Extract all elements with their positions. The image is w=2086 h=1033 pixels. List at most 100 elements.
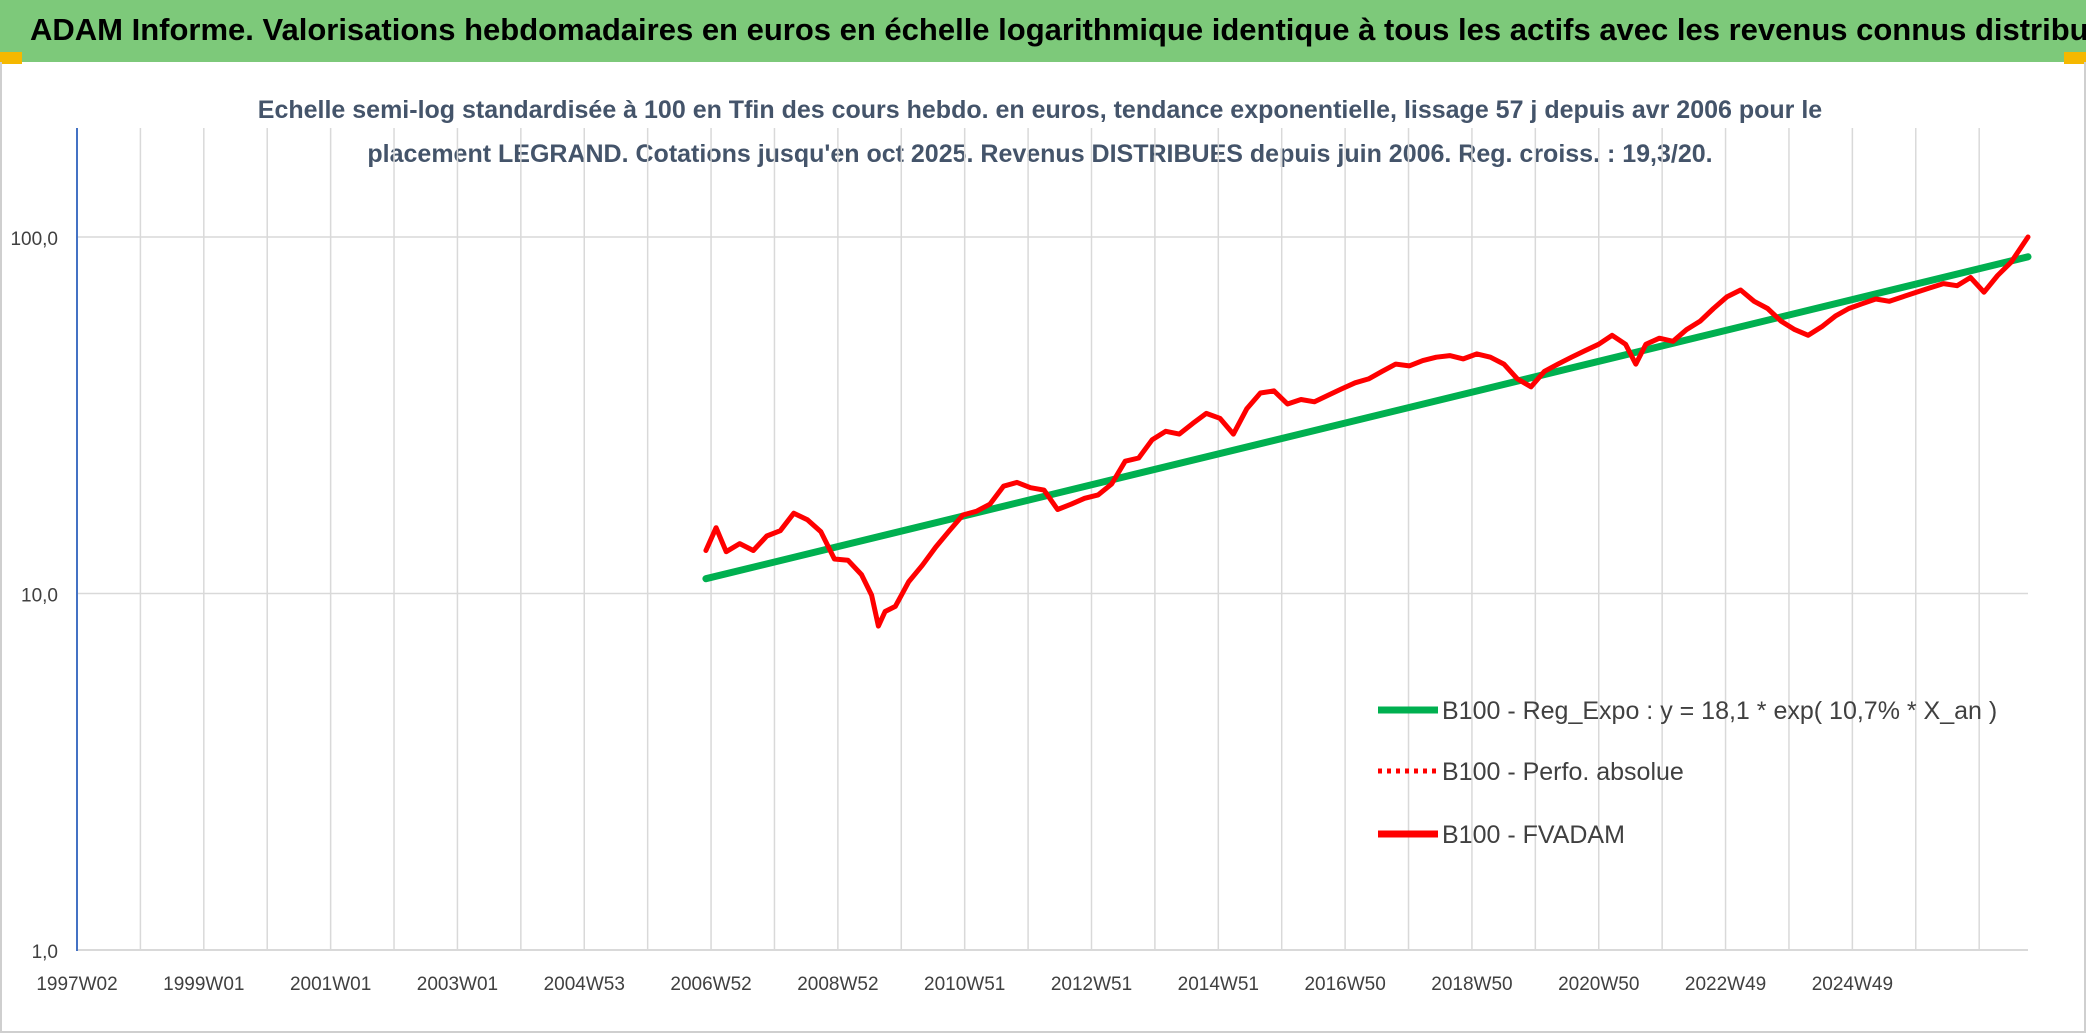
data-point-fvadam: [1476, 353, 1478, 355]
data-point-fvadam: [1300, 399, 1302, 400]
data-point-fvadam: [1124, 460, 1126, 462]
data-point-fvadam: [766, 535, 768, 537]
x-tick-label: 2006W52: [670, 974, 751, 995]
data-point-fvadam: [1861, 303, 1863, 305]
data-point-reg-expo: [2027, 256, 2029, 258]
x-tick-label: 2004W53: [544, 974, 625, 995]
data-point-fvadam: [1625, 343, 1627, 345]
report-banner-title: ADAM Informe. Valorisations hebdomadaire…: [0, 0, 2086, 62]
x-tick-label: 2010W51: [924, 974, 1005, 995]
data-point-fvadam: [1314, 401, 1315, 403]
data-point-fvadam: [1699, 320, 1701, 322]
data-point-fvadam: [1449, 355, 1451, 357]
data-point-fvadam: [1259, 392, 1261, 394]
data-point-fvadam: [975, 510, 977, 512]
y-tick-label: 10,0: [21, 586, 58, 607]
data-point-fvadam: [1672, 340, 1674, 342]
data-point-fvadam: [921, 564, 923, 566]
data-point-fvadam: [1888, 300, 1890, 302]
series-line-fvadam: [703, 234, 2031, 629]
data-point-fvadam: [1943, 283, 1944, 285]
data-point-fvadam: [877, 625, 879, 627]
x-tick-label: 2024W49: [1812, 974, 1893, 995]
data-point-fvadam: [725, 551, 727, 553]
data-point-fvadam: [1503, 363, 1505, 365]
data-point-fvadam: [1915, 291, 1917, 293]
data-point-fvadam: [1956, 285, 1958, 287]
axis-labels: 1,0 10,0 100,0 1997W02 1999W01 2001W01 2003W01…: [10, 229, 1893, 995]
data-point-fvadam: [806, 519, 808, 521]
data-point-fvadam: [752, 550, 754, 551]
data-point-fvadam: [1753, 300, 1755, 302]
data-point-fvadam: [894, 605, 896, 607]
data-point-fvadam: [1084, 497, 1086, 499]
data-point-fvadam: [1875, 298, 1877, 300]
data-point-fvadam: [1794, 329, 1796, 331]
x-tick-label: 2016W50: [1304, 974, 1385, 995]
data-point-fvadam: [1571, 356, 1572, 358]
data-point-fvadam: [1983, 291, 1985, 293]
x-tick-label: 2020W50: [1558, 974, 1639, 995]
data-point-fvadam: [1713, 308, 1714, 309]
data-point-fvadam: [1557, 363, 1559, 365]
chart-gridlines: [76, 128, 2028, 951]
data-point-fvadam: [1003, 485, 1004, 487]
data-point-fvadam: [1165, 430, 1167, 432]
x-tick-label: 2012W51: [1051, 974, 1132, 995]
data-point-fvadam: [1848, 308, 1850, 309]
legend-label-reg-expo: B100 - Reg_Expo : y = 18,1 * exp( 10,7% …: [1442, 697, 1997, 725]
data-point-fvadam: [2010, 261, 2012, 263]
data-point-fvadam: [962, 514, 964, 516]
corner-mark-top-left: [0, 52, 22, 64]
data-point-fvadam: [1287, 403, 1288, 405]
data-point-fvadam: [935, 546, 937, 548]
data-point-fvadam: [1273, 390, 1275, 392]
data-point-fvadam: [1246, 408, 1248, 410]
data-point-fvadam: [1178, 433, 1180, 435]
data-point-fvadam: [1462, 358, 1464, 360]
data-point-fvadam: [1598, 343, 1600, 345]
data-point-fvadam: [884, 611, 886, 612]
data-point-reg-expo: [705, 578, 707, 580]
data-point-fvadam: [1030, 487, 1031, 489]
data-point-fvadam: [1516, 378, 1518, 380]
data-point-fvadam: [1767, 308, 1769, 309]
data-point-fvadam: [871, 594, 873, 596]
data-point-fvadam: [1381, 370, 1383, 372]
data-point-fvadam: [847, 559, 849, 561]
data-point-fvadam: [1821, 326, 1823, 328]
data-point-fvadam: [1544, 370, 1545, 372]
data-point-fvadam: [1435, 356, 1437, 358]
series-line-reg-expo: [702, 253, 2032, 583]
data-point-fvadam: [1070, 503, 1072, 505]
y-tick-label: 1,0: [32, 942, 58, 963]
data-point-fvadam: [1395, 363, 1397, 365]
data-point-fvadam: [1368, 378, 1370, 380]
data-point-fvadam: [1192, 422, 1194, 424]
data-point-fvadam: [1929, 287, 1931, 289]
data-point-fvadam: [739, 543, 741, 545]
data-point-fvadam: [1327, 394, 1329, 396]
x-tick-label: 2022W49: [1685, 974, 1766, 995]
chart-series: [702, 234, 2032, 629]
data-point-fvadam: [1780, 320, 1782, 322]
legend: B100 - Reg_Expo : y = 18,1 * exp( 10,7% …: [1378, 697, 1997, 849]
data-point-fvadam: [989, 503, 991, 505]
data-point-fvadam: [793, 512, 795, 514]
data-point-fvadam: [705, 550, 707, 551]
data-point-fvadam: [1611, 334, 1613, 336]
data-point-fvadam: [1584, 350, 1586, 352]
data-point-fvadam: [1686, 329, 1687, 331]
data-point-fvadam: [1232, 433, 1234, 435]
data-point-fvadam: [1834, 315, 1836, 317]
x-tick-label: 2018W50: [1431, 974, 1512, 995]
data-point-fvadam: [1645, 343, 1647, 345]
data-point-fvadam: [1138, 457, 1140, 459]
data-point-fvadam: [1726, 296, 1728, 298]
data-point-fvadam: [1970, 277, 1971, 278]
data-point-fvadam: [1111, 483, 1113, 485]
data-point-fvadam: [1341, 388, 1343, 390]
data-point-fvadam: [1635, 363, 1637, 365]
data-point-fvadam: [1205, 412, 1207, 414]
